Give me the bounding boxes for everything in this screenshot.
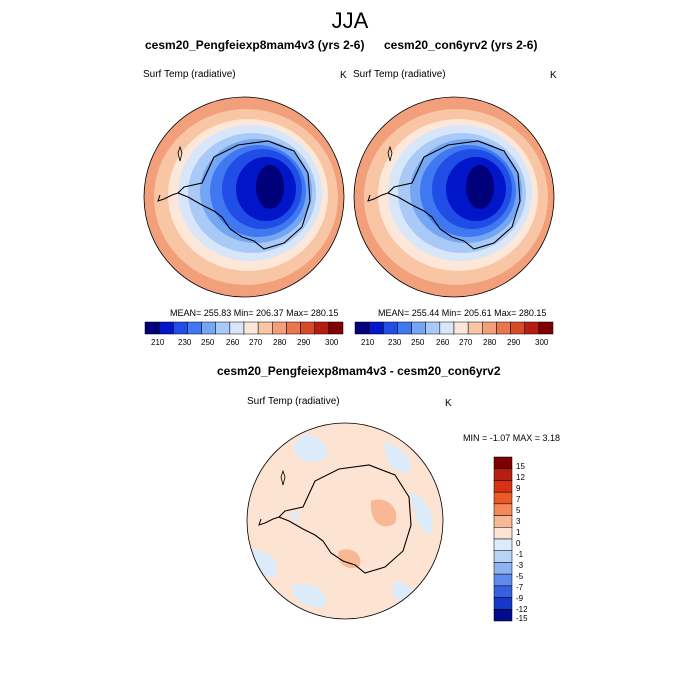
panel-1-title: cesm20_Pengfeiexp8mam4v3 (yrs 2-6) <box>145 38 365 52</box>
colorbar-swatch <box>493 597 513 610</box>
map-panel-2 <box>354 97 554 297</box>
colorbar-tick: -1 <box>516 550 524 559</box>
colorbar-tick: -7 <box>516 583 524 592</box>
colorbar-swatch <box>493 538 513 551</box>
colorbar-swatch <box>493 491 513 505</box>
colorbar-tick: -9 <box>516 594 524 603</box>
colorbar-swatch <box>493 480 513 493</box>
colorbar-swatch <box>524 321 540 335</box>
diff-colorbar-labels: 15 12 9 7 5 3 1 0 -1 -3 -5 -7 -9 -12 -15 <box>516 457 546 627</box>
panel-2-variable-label: Surf Temp (radiative) <box>353 69 446 80</box>
colorbar-swatch <box>496 321 511 335</box>
diff-panel-stats: MIN = -1.07 MAX = 3.18 <box>463 433 561 443</box>
colorbar-swatch <box>383 321 398 335</box>
colorbar-tick: 260 <box>226 338 240 347</box>
colorbar-tick: 280 <box>273 338 287 347</box>
panel-1-stats: MEAN= 255.83 Min= 206.37 Max= 280.15 <box>170 308 339 318</box>
colorbar-swatch <box>425 321 441 335</box>
colorbar-swatch <box>158 321 174 335</box>
colorbar-swatch <box>453 321 469 335</box>
colorbar-tick: 230 <box>178 338 192 347</box>
colorbar-panel-1 <box>144 321 344 335</box>
colorbar-swatch <box>314 321 330 335</box>
panel-2-colorbar-labels: 210 230 250 260 270 280 290 300 <box>355 338 555 350</box>
colorbar-swatch <box>493 609 513 622</box>
colorbar-swatch <box>510 321 525 335</box>
panel-2-stats: MEAN= 255.44 Min= 205.61 Max= 280.15 <box>378 308 547 318</box>
colorbar-swatch <box>493 456 513 469</box>
colorbar-swatch <box>173 321 188 335</box>
colorbar-tick: 0 <box>516 539 521 548</box>
colorbar-tick: 9 <box>516 484 521 493</box>
colorbar-swatch <box>493 550 513 563</box>
colorbar-swatch <box>538 321 554 335</box>
colorbar-swatch <box>493 515 513 528</box>
colorbar-tick: -15 <box>516 614 528 623</box>
colorbar-swatch <box>368 321 384 335</box>
colorbar-swatch <box>493 527 513 540</box>
panel-1-units-label: K <box>340 70 347 81</box>
panel-1-colorbar-labels: 210 230 250 260 270 280 290 300 <box>145 338 345 350</box>
colorbar-swatch <box>411 321 426 335</box>
colorbar-tick: 210 <box>151 338 165 347</box>
colorbar-tick: 1 <box>516 528 521 537</box>
colorbar-tick: 15 <box>516 462 525 471</box>
colorbar-swatch <box>215 321 231 335</box>
colorbar-swatch <box>286 321 301 335</box>
colorbar-swatch <box>187 321 202 335</box>
colorbar-tick: -12 <box>516 605 528 614</box>
colorbar-swatch <box>493 503 513 516</box>
colorbar-tick: 290 <box>297 338 311 347</box>
colorbar-tick: 7 <box>516 495 521 504</box>
diff-panel-units-label: K <box>445 398 452 409</box>
colorbar-swatch <box>493 585 513 598</box>
colorbar-swatch <box>493 573 513 587</box>
colorbar-difference <box>493 456 513 622</box>
colorbar-swatch <box>272 321 287 335</box>
panel-1-variable-label: Surf Temp (radiative) <box>143 69 236 80</box>
map-difference <box>247 423 443 619</box>
colorbar-swatch <box>144 321 160 335</box>
diff-panel-title: cesm20_Pengfeiexp8mam4v3 - cesm20_con6yr… <box>217 364 501 378</box>
map-panel-1 <box>144 97 344 297</box>
panel-2-title: cesm20_con6yrv2 (yrs 2-6) <box>384 38 538 52</box>
diff-panel-variable-label: Surf Temp (radiative) <box>247 396 340 407</box>
colorbar-tick: 250 <box>201 338 215 347</box>
colorbar-swatch <box>397 321 412 335</box>
colorbar-tick: 210 <box>361 338 375 347</box>
colorbar-tick: 260 <box>436 338 450 347</box>
colorbar-swatch <box>229 321 245 335</box>
colorbar-tick: -3 <box>516 561 524 570</box>
main-title: JJA <box>331 8 369 33</box>
colorbar-swatch <box>257 321 273 335</box>
colorbar-tick: 250 <box>411 338 425 347</box>
colorbar-tick: 270 <box>249 338 263 347</box>
colorbar-swatch <box>328 321 344 335</box>
colorbar-tick: 280 <box>483 338 497 347</box>
colorbar-tick: 290 <box>507 338 521 347</box>
colorbar-swatch <box>300 321 315 335</box>
colorbar-swatch <box>354 321 370 335</box>
colorbar-tick: 270 <box>459 338 473 347</box>
colorbar-swatch <box>482 321 497 335</box>
colorbar-tick: 12 <box>516 473 525 482</box>
colorbar-panel-2 <box>354 321 554 335</box>
colorbar-swatch <box>439 321 455 335</box>
colorbar-tick: -5 <box>516 572 524 581</box>
colorbar-tick: 5 <box>516 506 521 515</box>
colorbar-swatch <box>493 562 513 575</box>
colorbar-tick: 300 <box>325 338 339 347</box>
colorbar-tick: 3 <box>516 517 521 526</box>
colorbar-swatch <box>467 321 483 335</box>
colorbar-swatch <box>243 321 259 335</box>
colorbar-tick: 230 <box>388 338 402 347</box>
colorbar-swatch <box>493 468 513 481</box>
colorbar-swatch <box>201 321 216 335</box>
colorbar-tick: 300 <box>535 338 549 347</box>
panel-2-units-label: K <box>550 70 557 81</box>
